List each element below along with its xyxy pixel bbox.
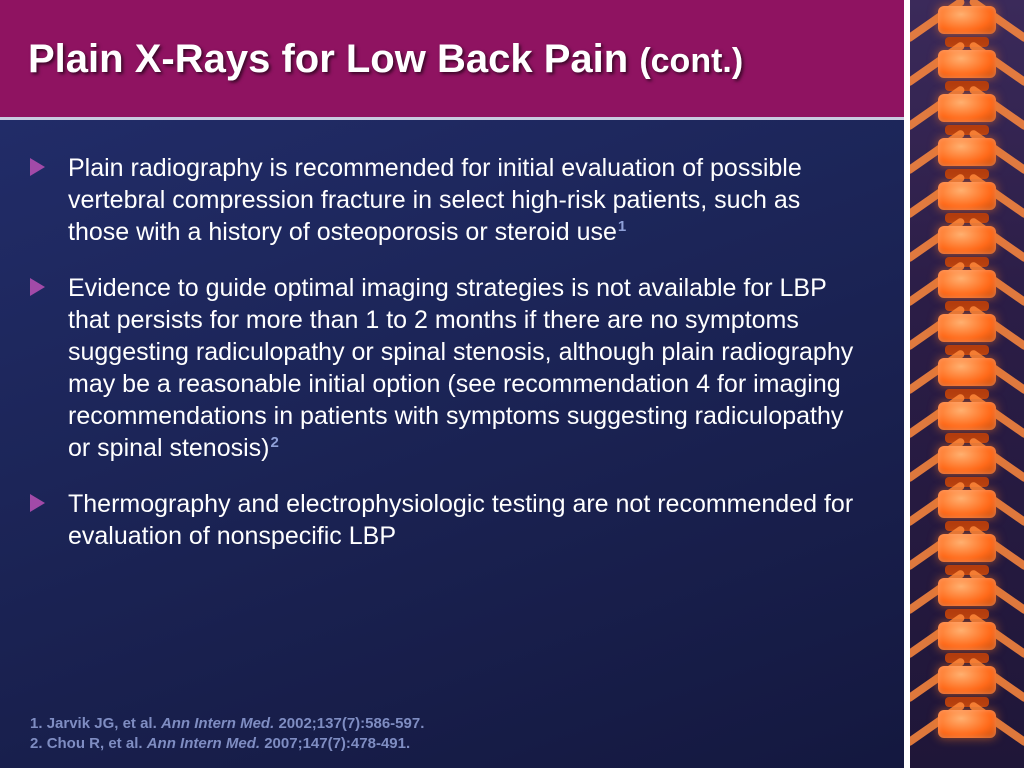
bullet-arrow-icon bbox=[30, 158, 45, 176]
superscript-ref: 2 bbox=[269, 434, 278, 451]
slide-header: Plain X-Rays for Low Back Pain (cont.) bbox=[0, 0, 904, 120]
spine-vertebra bbox=[938, 402, 996, 430]
spine-vertebra bbox=[938, 138, 996, 166]
spine-vertebra bbox=[938, 710, 996, 738]
spine-disc bbox=[945, 697, 989, 707]
spine-disc bbox=[945, 389, 989, 399]
spine-vertebra bbox=[938, 226, 996, 254]
side-image-column bbox=[904, 0, 1024, 768]
reference-line: 1. Jarvik JG, et al. Ann Intern Med. 200… bbox=[30, 714, 904, 734]
ref-journal: Ann Intern Med. bbox=[147, 735, 265, 752]
bullet-item: Plain radiography is recommended for ini… bbox=[24, 152, 856, 248]
bullet-list: Plain radiography is recommended for ini… bbox=[24, 152, 856, 552]
reference-line: 2. Chou R, et al. Ann Intern Med. 2007;1… bbox=[30, 734, 904, 754]
spine-disc bbox=[945, 169, 989, 179]
ref-cite: 2002;137(7):586-597. bbox=[278, 715, 424, 732]
ref-journal: Ann Intern Med. bbox=[161, 715, 279, 732]
bullet-text: Evidence to guide optimal imaging strate… bbox=[68, 274, 853, 462]
spine-disc bbox=[945, 565, 989, 575]
bullet-text: Thermography and electrophysiologic test… bbox=[68, 490, 853, 550]
bullet-text: Plain radiography is recommended for ini… bbox=[68, 154, 802, 246]
main-column: Plain X-Rays for Low Back Pain (cont.) P… bbox=[0, 0, 904, 768]
spine-disc bbox=[945, 477, 989, 487]
spine-vertebra bbox=[938, 314, 996, 342]
spine-disc bbox=[945, 125, 989, 135]
title-main: Plain X-Rays for Low Back Pain bbox=[28, 37, 628, 81]
title-cont: (cont.) bbox=[639, 42, 743, 80]
spine-vertebra bbox=[938, 578, 996, 606]
spine-disc bbox=[945, 609, 989, 619]
ref-authors: Jarvik JG, et al. bbox=[47, 715, 161, 732]
spine-disc bbox=[945, 433, 989, 443]
spine-vertebra bbox=[938, 490, 996, 518]
ref-authors: Chou R, et al. bbox=[47, 735, 147, 752]
spine-vertebra bbox=[938, 182, 996, 210]
spine-disc bbox=[945, 37, 989, 47]
spine-disc bbox=[945, 301, 989, 311]
bullet-arrow-icon bbox=[30, 278, 45, 296]
spine-vertebra bbox=[938, 94, 996, 122]
superscript-ref: 1 bbox=[617, 218, 626, 235]
spine-disc bbox=[945, 257, 989, 267]
spine-vertebra bbox=[938, 50, 996, 78]
bullet-item: Thermography and electrophysiologic test… bbox=[24, 488, 856, 552]
spine-vertebra bbox=[938, 622, 996, 650]
slide-title: Plain X-Rays for Low Back Pain (cont.) bbox=[28, 37, 743, 81]
spine-vertebra bbox=[938, 270, 996, 298]
spine-graphic bbox=[910, 0, 1024, 768]
ref-num: 1. bbox=[30, 715, 47, 732]
spine-vertebra bbox=[938, 358, 996, 386]
spine-disc bbox=[945, 653, 989, 663]
references: 1. Jarvik JG, et al. Ann Intern Med. 200… bbox=[0, 714, 904, 768]
slide-content: Plain radiography is recommended for ini… bbox=[0, 120, 904, 714]
slide-root: Plain X-Rays for Low Back Pain (cont.) P… bbox=[0, 0, 1024, 768]
bullet-item: Evidence to guide optimal imaging strate… bbox=[24, 272, 856, 464]
spine-vertebra bbox=[938, 666, 996, 694]
spine-disc bbox=[945, 345, 989, 355]
spine-disc bbox=[945, 213, 989, 223]
spine-vertebra bbox=[938, 446, 996, 474]
spine-disc bbox=[945, 521, 989, 531]
ref-num: 2. bbox=[30, 735, 47, 752]
bullet-arrow-icon bbox=[30, 494, 45, 512]
spine-disc bbox=[945, 81, 989, 91]
ref-cite: 2007;147(7):478-491. bbox=[264, 735, 410, 752]
spine-vertebra bbox=[938, 534, 996, 562]
spine-vertebra bbox=[938, 6, 996, 34]
